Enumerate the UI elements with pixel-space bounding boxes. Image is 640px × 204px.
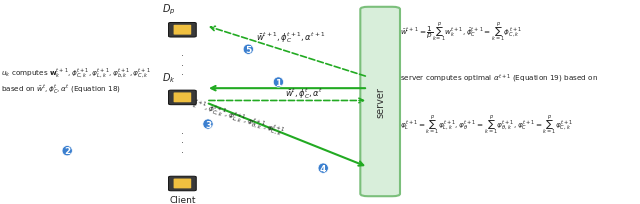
FancyBboxPatch shape <box>168 176 196 191</box>
Text: $D_k$: $D_k$ <box>161 71 175 84</box>
FancyBboxPatch shape <box>360 8 400 196</box>
Text: 2: 2 <box>64 146 70 155</box>
Ellipse shape <box>273 78 284 88</box>
Ellipse shape <box>318 163 328 173</box>
Text: $\bar{w}^{t+1} = \dfrac{1}{p}\sum_{k=1}^{p} w_k^{t+1}, \bar{\phi}_C^{t+1} = \sum: $\bar{w}^{t+1} = \dfrac{1}{p}\sum_{k=1}^… <box>400 21 522 44</box>
Text: $w_k^{t+1}, \phi_{C,k}^{t+1}, \varphi_{L,k}^{t+1}, \varphi_{\theta,k}^{t+1}, \va: $w_k^{t+1}, \phi_{C,k}^{t+1}, \varphi_{L… <box>186 95 286 138</box>
Text: 5: 5 <box>245 45 252 54</box>
Text: based on $\bar{w}^t, \phi_C^t, \alpha^t$ (Equation 18): based on $\bar{w}^t, \phi_C^t, \alpha^t$… <box>1 81 121 94</box>
FancyBboxPatch shape <box>168 23 196 38</box>
Ellipse shape <box>62 146 72 156</box>
Text: server computes optimal $\alpha^{t+1}$ (Equation 19) based on: server computes optimal $\alpha^{t+1}$ (… <box>400 72 598 83</box>
Text: $D_1$: $D_1$ <box>162 201 175 204</box>
FancyBboxPatch shape <box>173 26 191 35</box>
FancyBboxPatch shape <box>168 91 196 105</box>
Ellipse shape <box>243 45 253 55</box>
Text: $u_k$ computes $\mathbf{w}_k^{t+1}, \phi_{C,k}^{t+1}, \varphi_{L,k}^{t+1}, \varp: $u_k$ computes $\mathbf{w}_k^{t+1}, \phi… <box>1 66 151 79</box>
Text: $\bar{w}^{t+1}, \phi_C^{t+1}, \alpha^{t+1}$: $\bar{w}^{t+1}, \phi_C^{t+1}, \alpha^{t+… <box>256 30 325 45</box>
Text: $D_p$: $D_p$ <box>161 3 175 17</box>
Text: $\bar{w}^t, \phi_C^t, \alpha^t$: $\bar{w}^t, \phi_C^t, \alpha^t$ <box>285 86 323 101</box>
FancyBboxPatch shape <box>173 179 191 188</box>
Text: .
.
.: . . . <box>181 126 184 154</box>
Ellipse shape <box>203 119 213 130</box>
Text: .
.
.: . . . <box>181 48 184 76</box>
Text: $\varphi_L^{t+1} = \sum_{k=1}^{p} \varphi_{L,k}^{t+1}, \varphi_\theta^{t+1} = \s: $\varphi_L^{t+1} = \sum_{k=1}^{p} \varph… <box>400 113 573 136</box>
Text: Client: Client <box>169 195 196 204</box>
FancyBboxPatch shape <box>173 93 191 103</box>
Text: 4: 4 <box>320 164 326 173</box>
Text: 3: 3 <box>205 120 211 129</box>
Text: server: server <box>375 87 385 117</box>
Text: 1: 1 <box>275 78 282 87</box>
